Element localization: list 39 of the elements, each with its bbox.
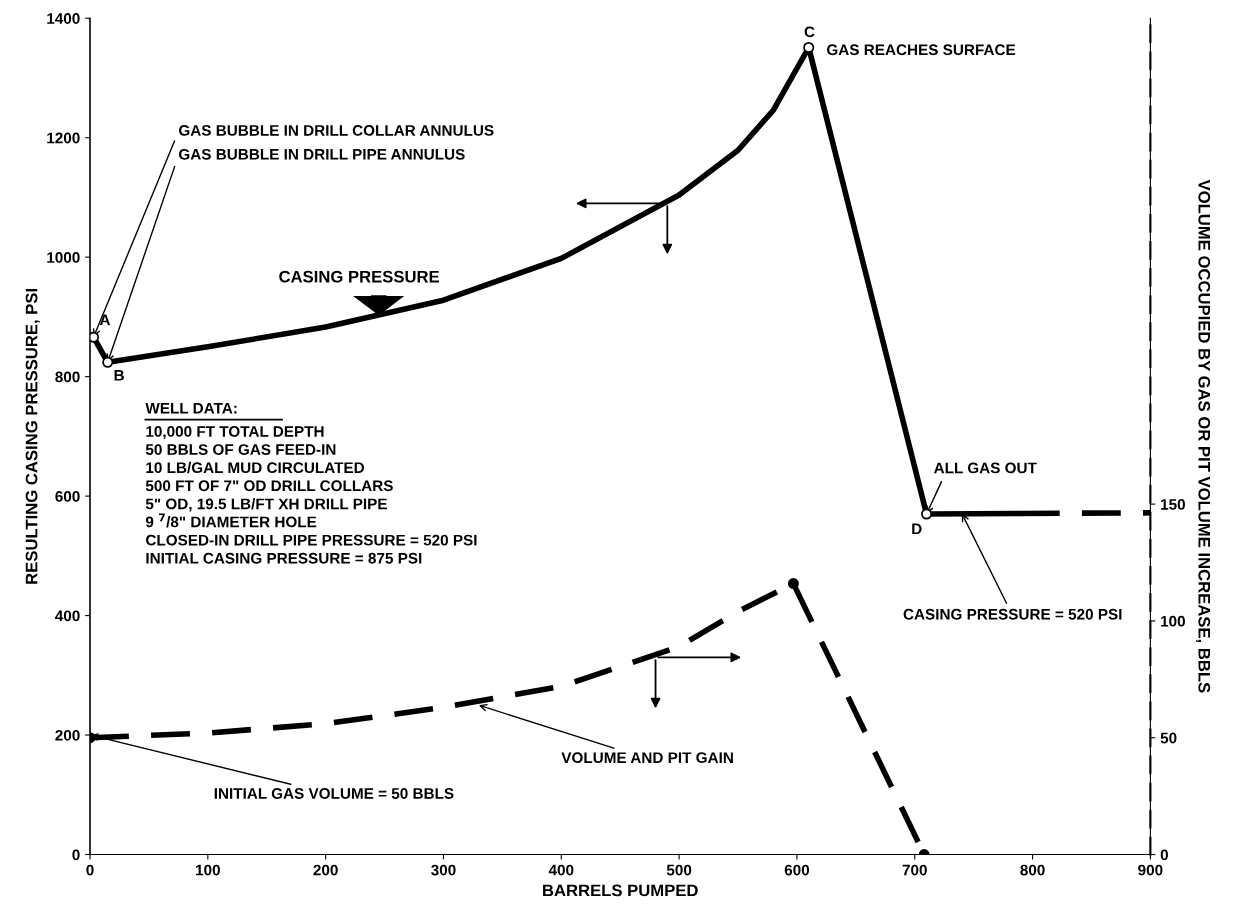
annotation: GAS BUBBLE IN DRILL COLLAR ANNULUS xyxy=(179,125,494,136)
x-axis-title: BARRELS PUMPED xyxy=(543,884,698,897)
x-tick-label: 200 xyxy=(313,864,338,876)
annotation: WELL DATA: xyxy=(145,402,237,414)
x-tick-label: 100 xyxy=(196,864,220,876)
y-tick-label: 1400 xyxy=(47,13,80,24)
y-tick-label: 400 xyxy=(55,610,80,622)
annotation: B xyxy=(114,370,124,381)
x-tick-label: 600 xyxy=(784,864,810,876)
y-tick-label: 0 xyxy=(72,849,80,861)
x-tick-label: 300 xyxy=(431,864,456,876)
annotation: CASING PRESSURE = 520 PSI xyxy=(903,608,1122,620)
text: 10,000 FT TOTAL DEPTH 50 BBLS OF GAS FEED-IN 10 LB/GAL MUD CIRCULATED 500 FT OF 7" OD DRILL COLLARS 5" OD, 19.5 LB/FT XH DRILL PIPE 9 $^{7}$/8" DIAMETER HOLE CLOSED-IN DRILL PIPE PRESSURE = 520 PSI INITIAL CASING PRESSURE = 875 PSI xyxy=(145,426,477,564)
annotation: CASING PRESSURE xyxy=(279,270,440,283)
y-tick-label: 800 xyxy=(55,371,80,383)
y-tick-label: 600 xyxy=(55,490,80,502)
x-tick-label: 500 xyxy=(666,864,692,876)
y2-tick-label: 0 xyxy=(1160,849,1168,861)
x-tick-label: 800 xyxy=(1020,864,1045,876)
y-tick-label: 1200 xyxy=(47,132,80,144)
x-tick-label: 400 xyxy=(548,864,574,876)
annotation: GAS BUBBLE IN DRILL PIPE ANNULUS xyxy=(179,148,465,160)
annotation: A xyxy=(99,314,111,326)
y2-tick-label: 50 xyxy=(1160,732,1177,744)
x-tick-label: 700 xyxy=(902,864,927,876)
y2-axis-title: VOLUME OCCUPIED BY GAS OR PIT VOLUME INCREASE, BBLS xyxy=(1195,179,1211,693)
y-tick-label: 1000 xyxy=(47,252,80,263)
annotation: VOLUME AND PIT GAIN xyxy=(561,752,733,764)
y-tick-label: 200 xyxy=(55,729,80,741)
annotation: C xyxy=(804,26,815,38)
x-tick-label: 900 xyxy=(1138,864,1163,876)
x-tick-label: 0 xyxy=(86,864,94,876)
y2-tick-label: 100 xyxy=(1161,615,1185,627)
annotation: D xyxy=(912,523,922,535)
annotation: GAS REACHES SURFACE xyxy=(827,44,1016,56)
annotation: ALL GAS OUT xyxy=(933,462,1037,474)
annotation: INITIAL GAS VOLUME = 50 BBLS xyxy=(214,788,454,799)
y2-tick-label: 150 xyxy=(1161,498,1185,510)
y-axis-title: RESULTING CASING PRESSURE, PSI xyxy=(25,289,40,584)
